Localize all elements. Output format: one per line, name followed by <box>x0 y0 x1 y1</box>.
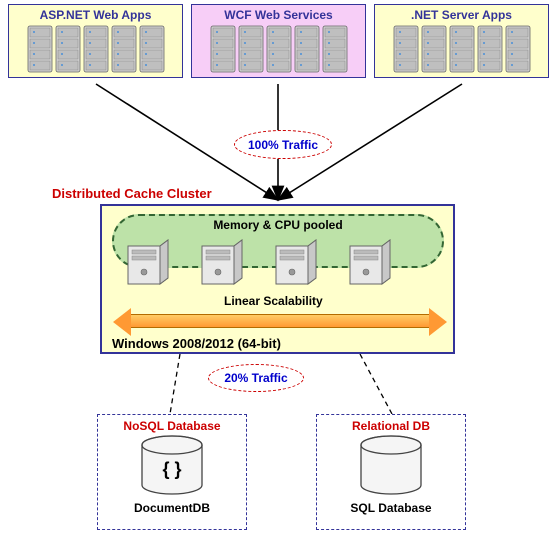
cache-node-icon <box>198 238 244 286</box>
top-box-1: WCF Web Services <box>191 4 366 78</box>
windows-label: Windows 2008/2012 (64-bit) <box>112 336 281 351</box>
db-title: Relational DB <box>317 419 465 433</box>
db-subtitle: DocumentDB <box>98 501 246 515</box>
cache-cluster-label: Distributed Cache Cluster <box>52 186 212 201</box>
server-row <box>194 25 363 73</box>
cache-node-icon <box>272 238 318 286</box>
traffic-badge-bottom: 20% Traffic <box>208 364 304 392</box>
cache-cluster-box: Memory & CPU pooled Linear Scalability W… <box>100 204 455 354</box>
database-icon: { } <box>137 435 207 497</box>
database-icon <box>356 435 426 497</box>
server-icon <box>111 25 137 73</box>
server-row <box>11 25 180 73</box>
server-icon <box>139 25 165 73</box>
server-icon <box>322 25 348 73</box>
server-icon <box>266 25 292 73</box>
server-icon <box>238 25 264 73</box>
svg-text:{ }: { } <box>162 459 181 479</box>
server-icon <box>421 25 447 73</box>
traffic-bottom-text: 20% Traffic <box>224 371 287 385</box>
top-box-2: .NET Server Apps <box>374 4 549 78</box>
db-title: NoSQL Database <box>98 419 246 433</box>
memory-pool-text: Memory & CPU pooled <box>213 218 342 232</box>
server-icon <box>294 25 320 73</box>
server-icon <box>477 25 503 73</box>
top-box-title: .NET Server Apps <box>377 8 546 22</box>
server-icon <box>55 25 81 73</box>
server-icon <box>27 25 53 73</box>
db-box-1: Relational DB SQL Database <box>316 414 466 530</box>
traffic-badge-top: 100% Traffic <box>234 130 332 159</box>
cache-node-icon <box>346 238 392 286</box>
linear-scalability-label: Linear Scalability <box>224 294 323 308</box>
db-box-0: NoSQL Database { } DocumentDB <box>97 414 247 530</box>
top-box-0: ASP.NET Web Apps <box>8 4 183 78</box>
cache-node-row <box>124 238 392 286</box>
top-box-title: WCF Web Services <box>194 8 363 22</box>
server-row <box>377 25 546 73</box>
server-icon <box>449 25 475 73</box>
server-icon <box>393 25 419 73</box>
server-icon <box>505 25 531 73</box>
server-icon <box>83 25 109 73</box>
cache-node-icon <box>124 238 170 286</box>
top-box-title: ASP.NET Web Apps <box>11 8 180 22</box>
traffic-top-text: 100% Traffic <box>248 138 318 152</box>
scalability-arrow <box>130 314 430 328</box>
server-icon <box>210 25 236 73</box>
db-subtitle: SQL Database <box>317 501 465 515</box>
